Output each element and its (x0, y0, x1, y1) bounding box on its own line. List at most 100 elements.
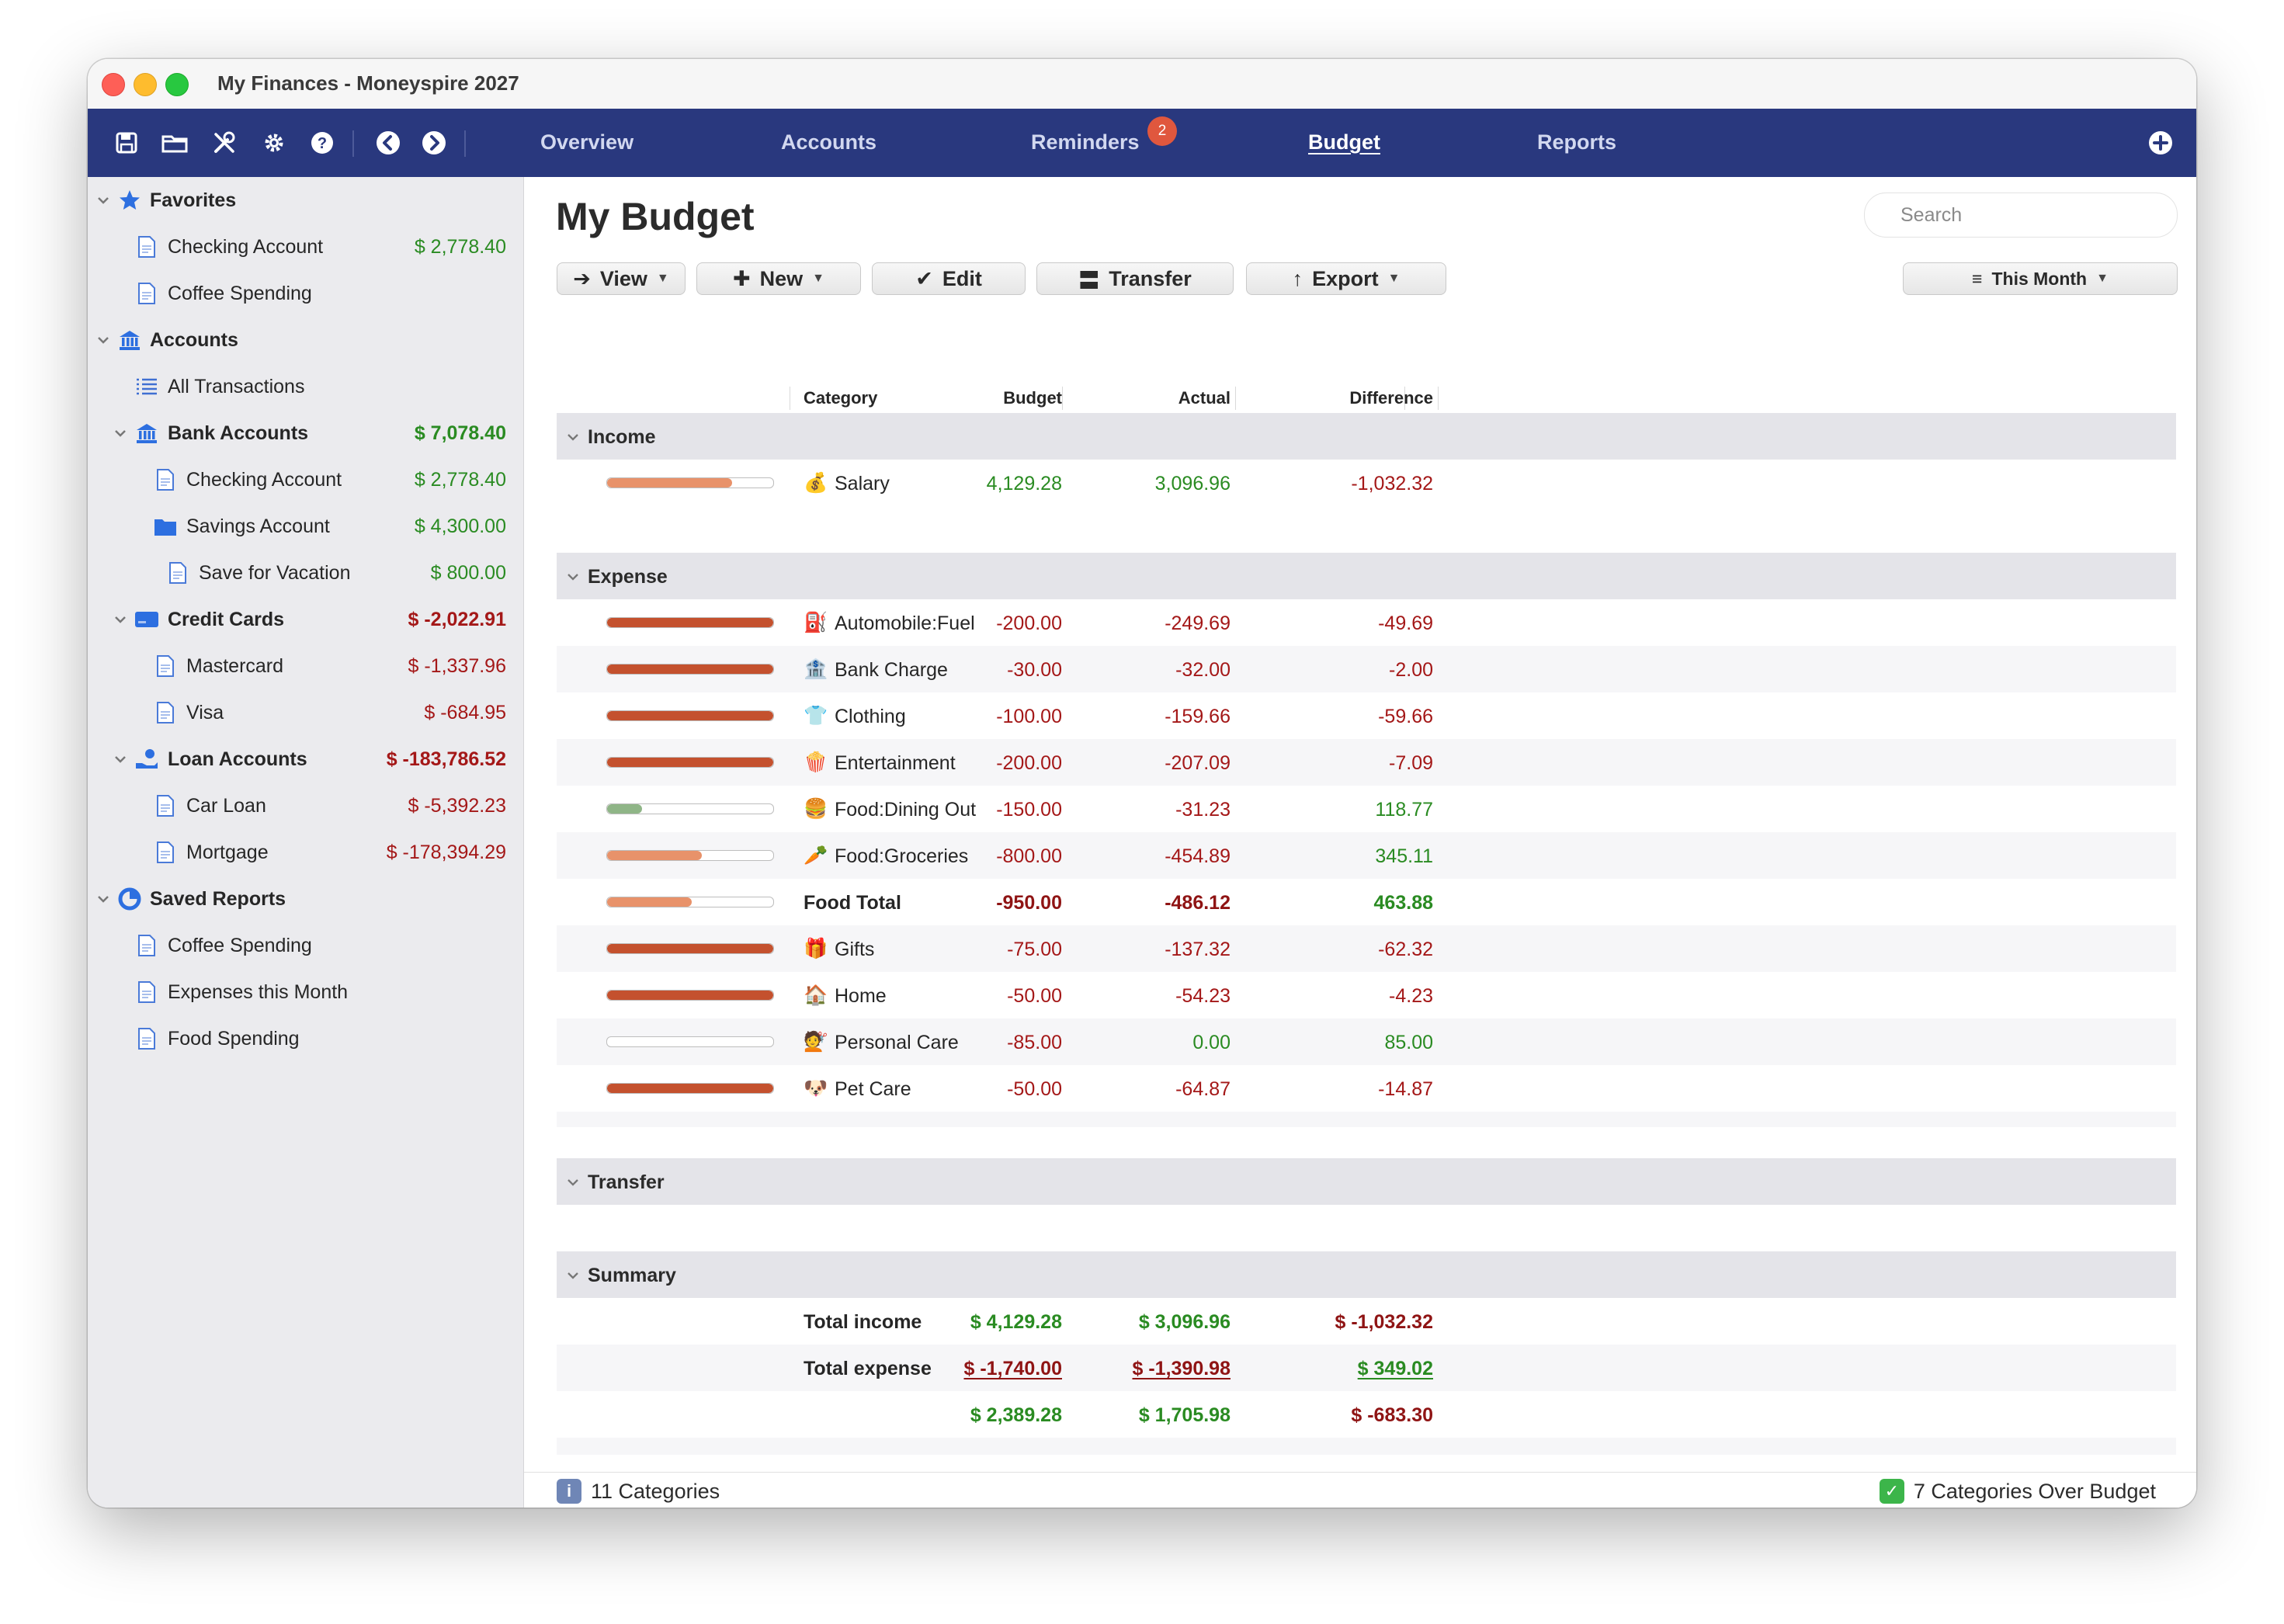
chevron-down-icon[interactable] (95, 891, 111, 907)
sidebar-item-label: Checking Account (168, 236, 324, 258)
sidebar-group-favorites[interactable]: Favorites (88, 177, 523, 224)
help-icon[interactable]: ? (304, 124, 341, 161)
summary-net-row[interactable]: $ 2,389.28 $ 1,705.98 $ -683.30 (557, 1391, 2176, 1438)
sidebar-group-loan-accounts[interactable]: Loan Accounts $ -183,786.52 (88, 736, 523, 783)
sidebar-item-amount: $ -684.95 (424, 702, 506, 724)
summary-total-expense-row[interactable]: Total expense $ -1,740.00 $ -1,390.98 $ … (557, 1345, 2176, 1391)
gear-icon[interactable] (255, 124, 293, 161)
budget-row[interactable]: ⛽ Automobile:Fuel -200.00 -249.69 -49.69 (557, 599, 2176, 646)
search-input[interactable]: Search (1864, 193, 2178, 238)
budget-row[interactable]: 🥕 Food:Groceries -800.00 -454.89 345.11 (557, 832, 2176, 879)
sidebar-item-visa[interactable]: Visa $ -684.95 (88, 689, 523, 736)
chevron-down-icon[interactable] (95, 332, 111, 348)
section-expense[interactable]: Expense (557, 553, 2176, 599)
export-button[interactable]: ↑ Export ▼ (1246, 262, 1446, 295)
toolbar: ? Overview Accounts Reminders 2 Budget R… (88, 109, 2196, 177)
tab-reports[interactable]: Reports (1537, 130, 1617, 154)
sidebar-item-checking-account[interactable]: Checking Account $ 2,778.40 (88, 456, 523, 503)
sidebar-item-report-expenses-this-month[interactable]: Expenses this Month (88, 969, 523, 1015)
budget-row[interactable]: 🐶 Pet Care -50.00 -64.87 -14.87 (557, 1065, 2176, 1112)
chevron-down-icon[interactable] (566, 430, 580, 444)
plus-icon: ✚ (733, 266, 751, 290)
sidebar-item-save-for-vacation[interactable]: Save for Vacation $ 800.00 (88, 550, 523, 596)
sidebar-item-all-transactions[interactable]: All Transactions (88, 363, 523, 410)
tab-budget[interactable]: Budget (1308, 130, 1380, 154)
summary-total-income-row[interactable]: Total income $ 4,129.28 $ 3,096.96 $ -1,… (557, 1298, 2176, 1345)
budget-row[interactable]: 🍿 Entertainment -200.00 -207.09 -7.09 (557, 739, 2176, 786)
sidebar-item-report-coffee-spending[interactable]: Coffee Spending (88, 922, 523, 969)
sidebar-group-credit-cards[interactable]: Credit Cards $ -2,022.91 (88, 596, 523, 643)
chevron-down-icon[interactable] (566, 570, 580, 584)
period-dropdown-label: This Month (1991, 268, 2088, 289)
budget-row[interactable]: 👕 Clothing -100.00 -159.66 -59.66 (557, 692, 2176, 739)
checkmark-icon: ✔ (915, 266, 933, 290)
budget-row[interactable]: 🎁 Gifts -75.00 -137.32 -62.32 (557, 925, 2176, 972)
section-income[interactable]: Income (557, 413, 2176, 460)
add-icon[interactable] (2142, 124, 2179, 161)
sidebar-item-label: Coffee Spending (168, 935, 312, 956)
sidebar-group-bank-accounts[interactable]: Bank Accounts $ 7,078.40 (88, 410, 523, 456)
section-transfer[interactable]: Transfer (557, 1158, 2176, 1205)
sidebar-item-favorite-coffee-spending[interactable]: Coffee Spending (88, 270, 523, 317)
minimize-window-button[interactable] (134, 73, 157, 96)
budget-row[interactable]: 🍔 Food:Dining Out -150.00 -31.23 118.77 (557, 786, 2176, 832)
pie-chart-icon (117, 887, 142, 911)
sidebar-item-car-loan[interactable]: Car Loan $ -5,392.23 (88, 783, 523, 829)
summary-budget: $ 4,129.28 (970, 1311, 1062, 1333)
sidebar-group-saved-reports[interactable]: Saved Reports (88, 876, 523, 922)
progress-bar (606, 850, 774, 861)
sidebar-item-report-food-spending[interactable]: Food Spending (88, 1015, 523, 1062)
sidebar-item-savings-account[interactable]: Savings Account $ 4,300.00 (88, 503, 523, 550)
progress-bar (606, 710, 774, 721)
column-header-budget[interactable]: Budget (1003, 388, 1062, 408)
cell-difference: 118.77 (1375, 799, 1433, 821)
column-header-difference[interactable]: Difference (1349, 388, 1433, 408)
budget-row[interactable]: 🏠 Home -50.00 -54.23 -4.23 (557, 972, 2176, 1018)
chevron-down-icon[interactable] (113, 751, 128, 767)
tab-reminders[interactable]: Reminders (1031, 130, 1140, 154)
tab-overview[interactable]: Overview (540, 130, 634, 154)
transfer-button[interactable]: 〓 Transfer (1036, 262, 1234, 295)
cell-actual: -159.66 (1165, 706, 1231, 727)
edit-button[interactable]: ✔ Edit (872, 262, 1026, 295)
sidebar-item-label: Savings Account (186, 515, 330, 537)
column-header-actual[interactable]: Actual (1178, 388, 1231, 408)
sidebar-group-accounts[interactable]: Accounts (88, 317, 523, 363)
section-summary[interactable]: Summary (557, 1251, 2176, 1298)
progress-bar (606, 1036, 774, 1047)
folder-icon[interactable] (156, 124, 193, 161)
chevron-down-icon[interactable] (113, 425, 128, 441)
sidebar-item-favorite-checking[interactable]: Checking Account $ 2,778.40 (88, 224, 523, 270)
popcorn-icon: 🍿 (804, 751, 828, 773)
sidebar-item-mastercard[interactable]: Mastercard $ -1,337.96 (88, 643, 523, 689)
view-button[interactable]: ➔ View ▼ (557, 262, 686, 295)
chevron-down-icon[interactable] (566, 1175, 580, 1189)
period-dropdown[interactable]: ≡ This Month ▼ (1903, 262, 2178, 295)
tab-accounts[interactable]: Accounts (781, 130, 877, 154)
document-icon (153, 467, 178, 492)
chevron-down-icon[interactable] (113, 612, 128, 627)
title-bar: My Finances - Moneyspire 2027 (88, 59, 2196, 109)
budget-row[interactable]: 🏦 Bank Charge -30.00 -32.00 -2.00 (557, 646, 2176, 692)
forward-icon[interactable] (415, 124, 453, 161)
budget-row[interactable]: 💰 Salary 4,129.28 3,096.96 -1,032.32 (557, 460, 2176, 506)
zoom-window-button[interactable] (165, 73, 189, 96)
chevron-down-icon[interactable] (95, 193, 111, 208)
budget-row[interactable]: 💇 Personal Care -85.00 0.00 85.00 (557, 1018, 2176, 1065)
tools-icon[interactable] (206, 124, 243, 161)
budget-row[interactable]: Food Total -950.00 -486.12 463.88 (557, 879, 2176, 925)
back-icon[interactable] (370, 124, 407, 161)
check-icon: ✓ (1879, 1479, 1904, 1504)
close-window-button[interactable] (102, 73, 125, 96)
status-right: ✓ 7 Categories Over Budget (1879, 1479, 2156, 1504)
sidebar-item-mortgage[interactable]: Mortgage $ -178,394.29 (88, 829, 523, 876)
save-icon[interactable] (108, 124, 145, 161)
progress-fill (607, 618, 773, 627)
spacer-row (557, 1438, 2176, 1455)
summary-label: Total expense (804, 1358, 932, 1379)
summary-net-budget: $ 2,389.28 (970, 1404, 1062, 1426)
chevron-down-icon[interactable] (566, 1268, 580, 1282)
section-label: Transfer (588, 1171, 665, 1193)
column-header-category[interactable]: Category (804, 388, 878, 408)
new-button[interactable]: ✚ New ▼ (696, 262, 861, 295)
